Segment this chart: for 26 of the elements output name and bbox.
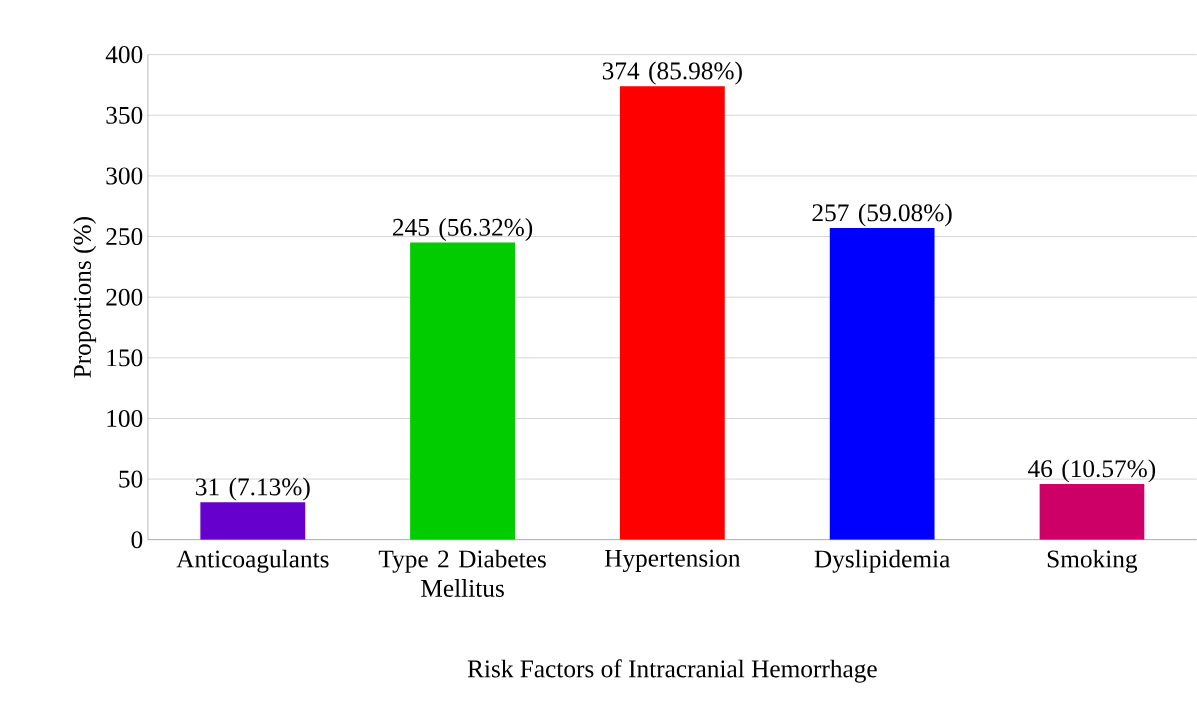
data-label: 257 (59.08%) [812, 203, 952, 227]
y-tick-label: 50 [119, 470, 143, 488]
y-tick-label: 0 [131, 531, 143, 549]
bar [829, 227, 935, 540]
x-tick-label: Hypertension [604, 549, 741, 572]
x-tick-label: Type 2 Diabetes Mellitus [378, 549, 546, 597]
x-axis-title: Risk Factors of Intracranial Hemorrhage [467, 659, 877, 683]
bar [410, 242, 516, 540]
data-label: 31 (7.13%) [196, 477, 310, 501]
data-label: 46 (10.57%) [1028, 459, 1156, 483]
y-tick-label: 400 [105, 45, 143, 64]
y-tick-label: 350 [106, 106, 143, 124]
x-tick-label: Smoking [1047, 549, 1138, 573]
data-label: 245 (56.32%) [393, 217, 533, 241]
bar [200, 501, 306, 540]
y-axis-title: Proportions (%) [73, 216, 97, 378]
y-tick-label: 200 [106, 288, 143, 306]
y-tick-label: 150 [107, 349, 143, 367]
y-tick-label: 250 [106, 227, 143, 245]
data-label: 374 (85.98%) [602, 61, 742, 85]
x-tick-label: Dyslipidemia [814, 549, 950, 573]
x-tick-label: Anticoagulants [176, 549, 329, 573]
y-tick-label: 100 [107, 409, 143, 427]
bar [1039, 483, 1145, 540]
y-tick-label: 300 [106, 167, 143, 185]
bar [619, 86, 725, 540]
